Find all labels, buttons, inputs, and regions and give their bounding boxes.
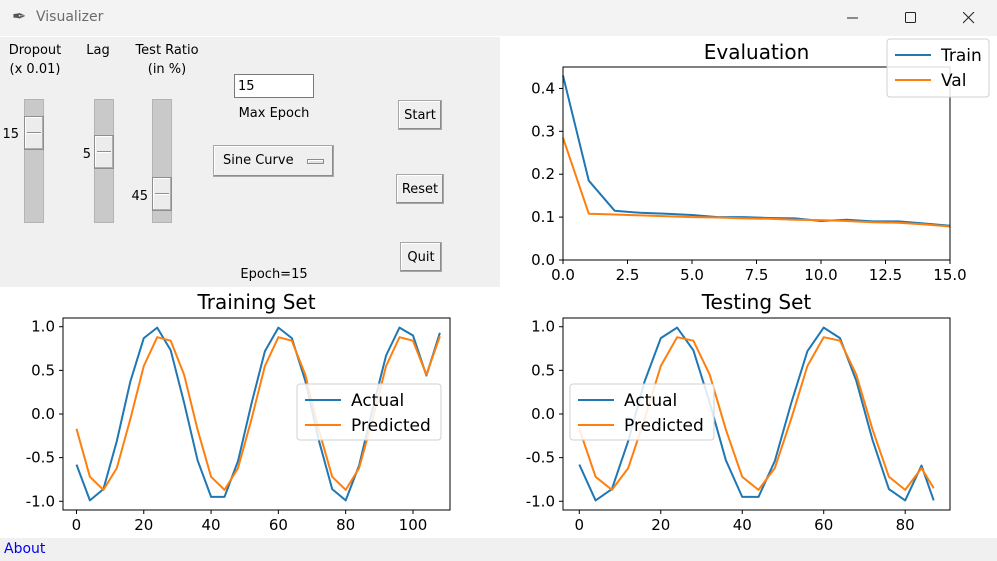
x-tick-label: 5.0 [680, 266, 704, 284]
x-tick-label: 12.5 [869, 266, 902, 284]
y-tick-label: 0.5 [31, 361, 55, 379]
x-tick-label: 100 [399, 516, 428, 534]
maximize-icon [905, 12, 916, 23]
dropout-slider[interactable] [24, 99, 44, 223]
series-line-val [562, 137, 951, 228]
y-tick-label: 0.0 [31, 405, 55, 423]
dataset-select[interactable]: Sine Curve [213, 145, 334, 177]
reset-button[interactable]: Reset [396, 174, 444, 204]
training-set-chart: Training Set 0 20 40 60 80 100 -1.0 -0.5 0.0 0.5 1.… [0, 288, 497, 538]
x-tick-label: 0.0 [551, 266, 575, 284]
dropout-value: 15 [2, 127, 19, 142]
y-tick-label: 0.4 [531, 79, 555, 97]
y-tick-label: 0.1 [531, 208, 555, 226]
dropout-label-line1: Dropout [8, 43, 62, 58]
y-tick-label: 1.0 [31, 318, 55, 336]
title-bar: ✒ Visualizer [0, 0, 997, 36]
legend-label: Val [941, 71, 966, 91]
close-icon [963, 12, 975, 24]
x-tick-label: 10.0 [804, 266, 837, 284]
chart-title: Testing Set [701, 290, 812, 314]
status-bar: About [0, 538, 997, 561]
max-epoch-input[interactable] [234, 74, 314, 98]
y-tick-label: 0.0 [531, 251, 555, 269]
dataset-select-value: Sine Curve [223, 153, 294, 168]
test-ratio-slider-handle[interactable] [152, 177, 172, 211]
x-tick-label: 80 [336, 516, 355, 534]
series-line-actual [75, 326, 441, 502]
x-tick-label: 60 [814, 516, 833, 534]
x-tick-label: 7.5 [745, 266, 769, 284]
x-tick-label: 40 [202, 516, 221, 534]
x-tick-label: 0 [72, 516, 82, 534]
legend [886, 38, 990, 98]
legend-label: Actual [624, 391, 677, 411]
y-tick-label: 0.2 [531, 165, 555, 183]
quit-button[interactable]: Quit [400, 242, 442, 272]
y-tick-label: 0.0 [531, 405, 555, 423]
x-tick-label: 2.5 [616, 266, 640, 284]
lag-value: 5 [82, 147, 91, 162]
x-tick-label: 40 [733, 516, 752, 534]
x-tick-label: 80 [896, 516, 915, 534]
minimize-button[interactable] [824, 0, 882, 36]
y-tick-label: -0.5 [26, 449, 55, 467]
series-line-train [562, 75, 951, 227]
test-ratio-label: Test Ratio (in %) [130, 41, 204, 79]
legend-label: Predicted [351, 416, 431, 436]
y-tick-label: 1.0 [531, 318, 555, 336]
legend-label: Train [940, 46, 982, 66]
test-ratio-label-line1: Test Ratio [135, 43, 199, 58]
chart-title: Evaluation [704, 40, 810, 64]
dropout-label: Dropout (x 0.01) [2, 41, 68, 79]
window-title: Visualizer [36, 9, 104, 25]
x-tick-label: 0 [575, 516, 585, 534]
x-tick-label: 20 [134, 516, 153, 534]
y-tick-label: -0.5 [526, 449, 555, 467]
evaluation-chart: Evaluation 0.0 2.5 5.0 7.5 10.0 12.5 15.0 0.0 0.1… [500, 37, 997, 288]
x-tick-label: 60 [269, 516, 288, 534]
testing-set-chart: Testing Set 0 20 40 60 80 -1.0 -0.5 0.0 0.5 1.0 Act… [500, 288, 997, 538]
start-button[interactable]: Start [398, 100, 442, 130]
lag-slider-handle[interactable] [94, 135, 114, 169]
dropdown-indicator-icon [307, 159, 324, 164]
epoch-status: Epoch=15 [240, 267, 308, 282]
feather-icon: ✒ [12, 7, 27, 27]
lag-slider[interactable] [94, 99, 114, 223]
control-panel: Dropout (x 0.01) Lag Test Ratio (in %) 1… [0, 37, 500, 287]
legend-label: Predicted [624, 416, 704, 436]
x-tick-label: 15.0 [933, 266, 966, 284]
maximize-button[interactable] [882, 0, 940, 36]
test-ratio-slider[interactable] [152, 99, 172, 223]
y-tick-label: -1.0 [26, 492, 55, 510]
close-button[interactable] [940, 0, 997, 36]
about-link[interactable]: About [4, 541, 46, 557]
test-ratio-label-line2: (in %) [147, 62, 187, 77]
y-tick-label: 0.3 [531, 122, 555, 140]
legend-label: Actual [351, 391, 404, 411]
max-epoch-label: Max Epoch [238, 106, 310, 121]
minimize-icon [847, 17, 858, 19]
y-tick-label: 0.5 [531, 361, 555, 379]
lag-label: Lag [86, 43, 110, 58]
dropout-slider-handle[interactable] [24, 116, 44, 150]
x-tick-label: 20 [651, 516, 670, 534]
chart-title: Training Set [196, 290, 315, 314]
y-tick-label: -1.0 [526, 492, 555, 510]
test-ratio-value: 45 [131, 189, 148, 204]
dropout-label-line2: (x 0.01) [9, 62, 61, 77]
